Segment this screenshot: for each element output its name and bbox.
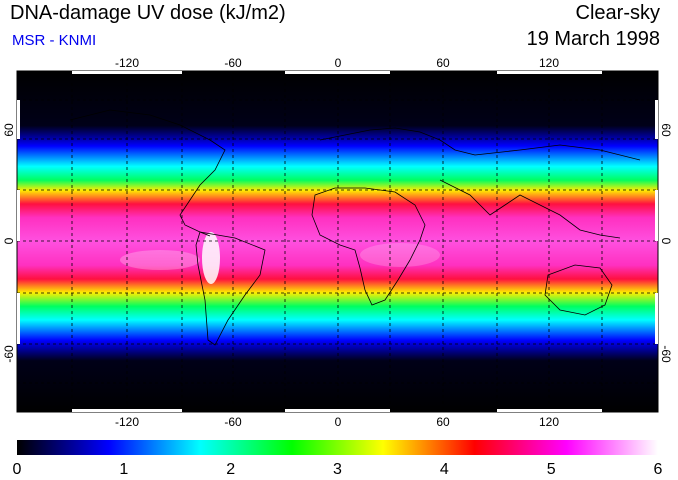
colorbar-tick-label: 6 — [654, 461, 663, 478]
source-label: MSR - KNMI — [12, 32, 97, 49]
lon-tick-bottom: 120 — [539, 415, 559, 429]
colorbar-ticks: 0 1 2 3 4 5 6 — [13, 461, 663, 478]
europe-coast — [319, 127, 641, 161]
colorbar-tick-label: 3 — [333, 461, 342, 478]
frame-tick — [17, 100, 20, 139]
lon-tick-bottom: -120 — [115, 415, 139, 429]
lat-gridlines — [17, 99, 658, 384]
uv-field — [17, 71, 658, 412]
page-title: DNA-damage UV dose (kJ/m2) — [10, 2, 286, 24]
lat-tick-right: 0 — [659, 238, 673, 245]
frame-tick — [72, 409, 182, 412]
lon-tick-bottom: 60 — [436, 415, 450, 429]
frame-tick — [285, 71, 390, 74]
south-america-coast — [195, 231, 266, 346]
frame-tick — [497, 409, 602, 412]
colorbar-tick-label: 4 — [440, 461, 449, 478]
lon-tick-top: -60 — [224, 56, 242, 70]
frame-tick — [655, 293, 658, 344]
lon-gridlines — [71, 71, 603, 412]
frame-tick — [17, 293, 20, 344]
date-label: 19 March 1998 — [526, 28, 660, 50]
pacific-hotspot — [120, 250, 200, 270]
australia-coast — [544, 264, 613, 316]
map-frame — [16, 70, 659, 413]
lat-tick-left: -60 — [2, 345, 16, 363]
lon-tick-top: -120 — [115, 56, 139, 70]
lon-tick-bottom: -60 — [224, 415, 242, 429]
colorbar-tick-label: 2 — [226, 461, 235, 478]
lon-tick-top: 120 — [539, 56, 559, 70]
asia-coast — [439, 179, 621, 239]
frame-tick — [655, 190, 658, 241]
lon-tick-bottom: 0 — [335, 415, 342, 429]
north-america-coast — [69, 109, 226, 237]
colorbar — [17, 440, 658, 455]
frame-tick — [285, 409, 390, 412]
africa-hotspot — [360, 243, 440, 267]
lat-tick-right: -60 — [659, 345, 673, 363]
frame-tick — [655, 100, 658, 139]
andes-hotspot — [202, 232, 220, 284]
frame-tick — [17, 190, 20, 241]
lat-tick-left: 0 — [2, 237, 16, 244]
frame-tick — [72, 71, 182, 74]
sky-condition-label: Clear-sky — [575, 2, 660, 24]
colorbar-tick-label: 1 — [119, 461, 128, 478]
lon-tick-top: 60 — [436, 56, 450, 70]
colorbar-tick-label: 0 — [13, 461, 22, 478]
lon-tick-top: 0 — [335, 56, 342, 70]
lat-tick-left: 60 — [2, 123, 16, 137]
colorbar-tick-label: 5 — [547, 461, 556, 478]
frame-tick — [497, 71, 602, 74]
lat-tick-right: 60 — [659, 123, 673, 137]
